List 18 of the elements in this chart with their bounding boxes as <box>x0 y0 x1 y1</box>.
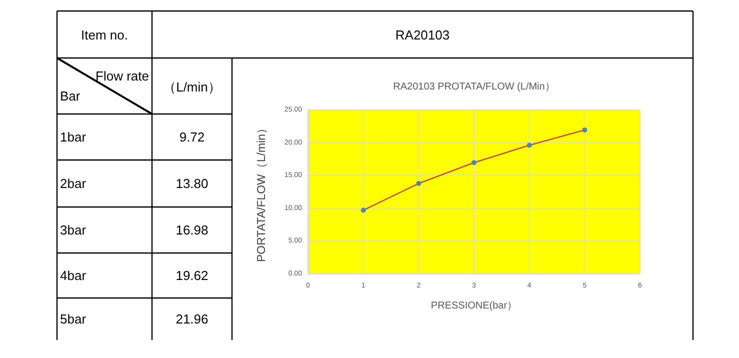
text: 5bar <box>60 312 87 326</box>
text: 2bar <box>60 176 87 191</box>
text: 9.72 <box>179 130 205 144</box>
text: 21.96 <box>176 312 208 326</box>
text: Flow rate <box>96 68 149 84</box>
text: 3bar <box>60 222 87 238</box>
text: Bar <box>60 88 81 104</box>
text: 1bar <box>60 130 87 144</box>
text: 19.62 <box>176 268 208 283</box>
text: 16.98 <box>176 222 208 238</box>
text: Item no. <box>81 28 128 42</box>
text: RA20103 <box>395 28 450 42</box>
text: 13.80 <box>176 176 208 191</box>
text: （L/min） <box>163 80 221 94</box>
x-axis-title: PRESSIONE(bar） <box>430 300 518 312</box>
chart-title: RA20103 PROTATA/FLOW (L/Min） <box>393 82 555 92</box>
text: 4bar <box>60 268 87 283</box>
y-axis-title: PORTATA/FLOW（L/min） <box>256 122 268 262</box>
